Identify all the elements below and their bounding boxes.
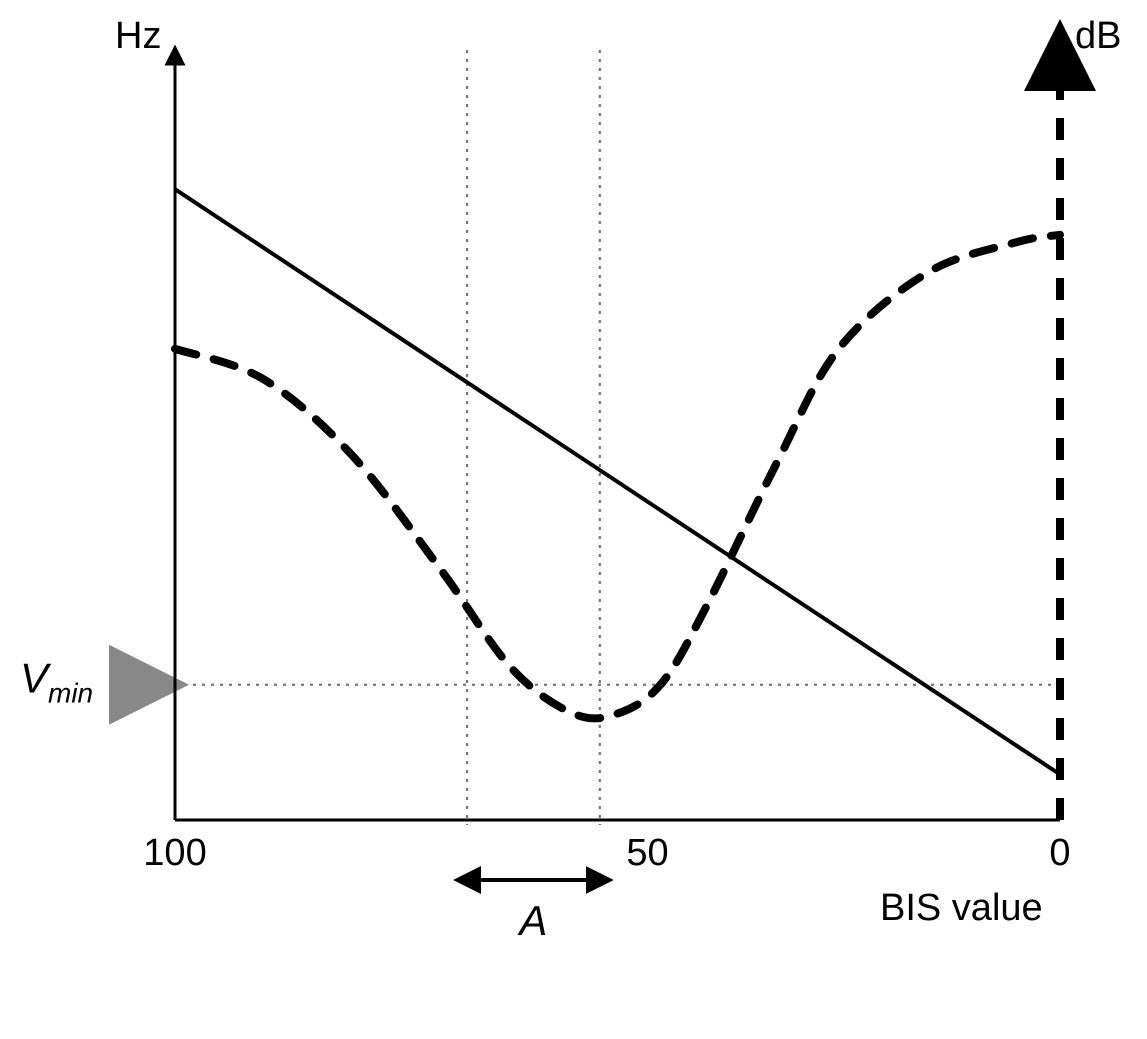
y-right-label: dB: [1075, 15, 1121, 57]
hz-line: [175, 189, 1060, 774]
x-tick-0: 0: [1049, 832, 1070, 874]
range-a-label: A: [516, 897, 547, 944]
vmin-label: Vmin: [20, 655, 93, 709]
x-axis-label: BIS value: [880, 887, 1043, 929]
bis-chart: Hz dB BIS value 100 50 0 Vmin A: [0, 0, 1147, 1039]
plot-area: [133, 50, 1060, 880]
db-curve: [175, 235, 1060, 719]
y-left-label: Hz: [115, 15, 161, 57]
x-tick-50: 50: [626, 832, 668, 874]
x-tick-100: 100: [143, 832, 206, 874]
